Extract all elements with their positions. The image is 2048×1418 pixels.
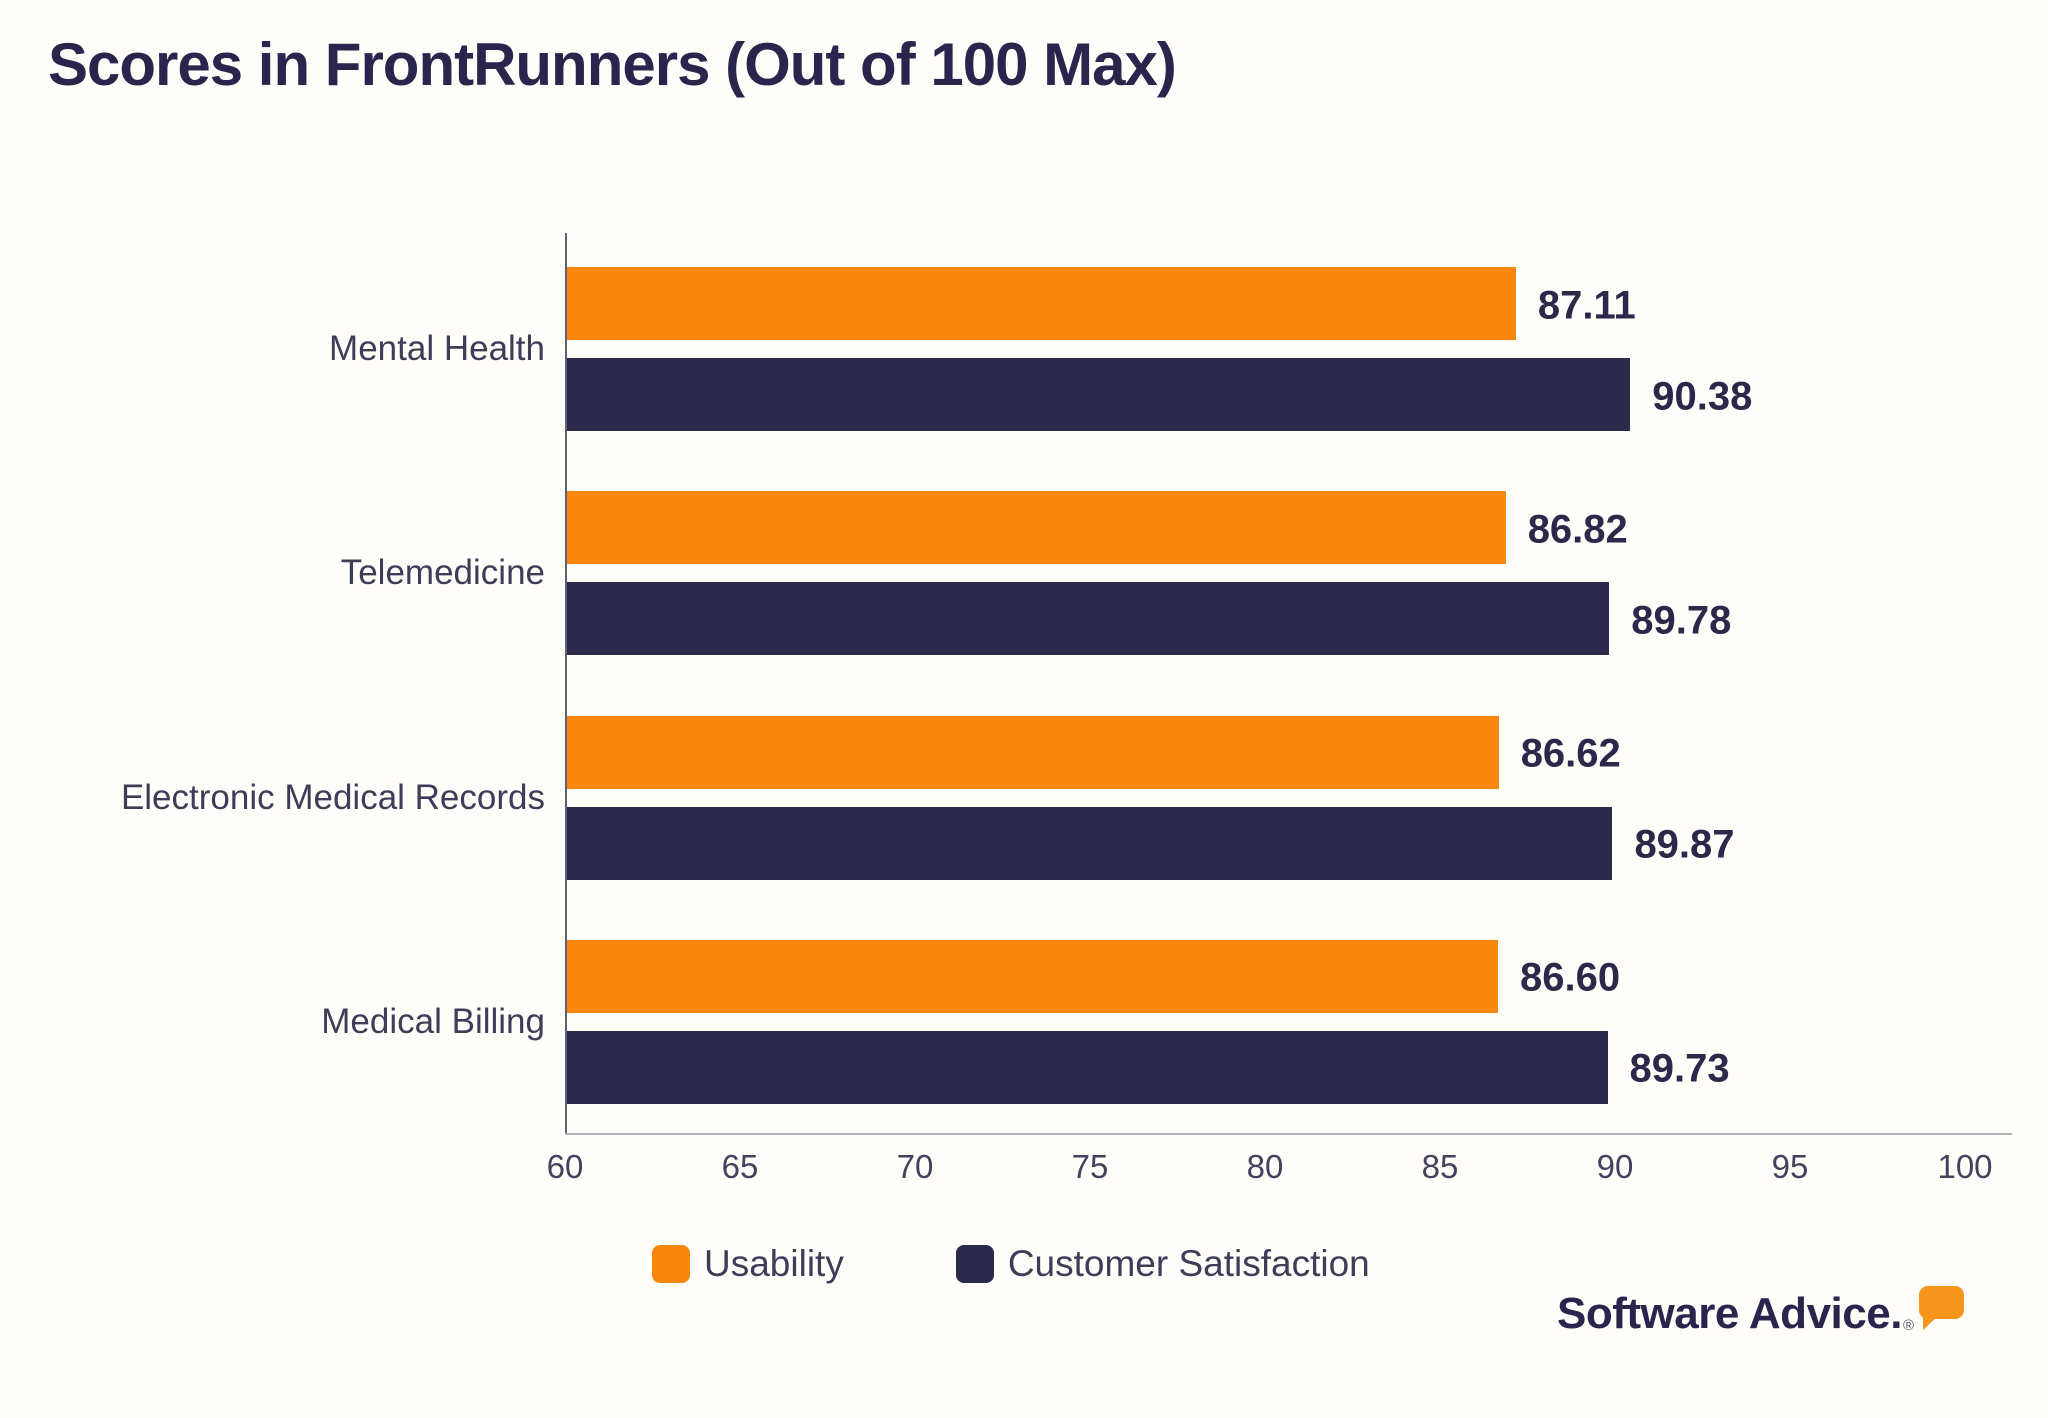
x-tick-100: 100 <box>1937 1148 1993 1185</box>
bar-usability-medical-billing <box>567 939 1498 1013</box>
category-label-medical-billing: Medical Billing <box>321 1001 545 1041</box>
chart-legend: Usability Customer Satisfaction <box>652 1243 1370 1285</box>
registered-trademark-symbol: ® <box>1902 1317 1914 1334</box>
y-axis-line <box>565 233 567 1135</box>
value-label-usability-mental-health: 87.11 <box>1537 283 1636 327</box>
logo-text: Software Advice. <box>1557 1289 1902 1338</box>
value-label-usability-medical-billing: 86.60 <box>1520 955 1621 1000</box>
bar-customer-satisfaction-mental-health <box>567 358 1631 431</box>
category-label-electronic-medical-records: Electronic Medical Records <box>120 777 545 817</box>
value-label-usability-electronic-medical-records: 86.62 <box>1520 731 1621 776</box>
legend-swatch-customer-satisfaction <box>955 1245 994 1283</box>
value-label-customer-satisfaction-mental-health: 90.38 <box>1652 374 1753 418</box>
bar-customer-satisfaction-medical-billing <box>567 1030 1608 1104</box>
bar-usability-telemedicine <box>567 491 1506 565</box>
legend-swatch-usability <box>652 1245 690 1283</box>
value-label-customer-satisfaction-electronic-medical-records: 89.87 <box>1634 822 1735 867</box>
speech-bubble-icon <box>1919 1286 1964 1330</box>
bar-usability-electronic-medical-records <box>567 715 1499 789</box>
x-tick-75: 75 <box>1071 1148 1109 1185</box>
x-tick-85: 85 <box>1421 1148 1459 1185</box>
x-tick-70: 70 <box>896 1148 934 1185</box>
value-label-usability-telemedicine: 86.82 <box>1527 507 1628 552</box>
x-tick-65: 65 <box>721 1148 759 1185</box>
x-tick-60: 60 <box>546 1148 584 1185</box>
legend-item-usability: Usability <box>652 1243 844 1285</box>
value-label-customer-satisfaction-medical-billing: 89.73 <box>1629 1046 1730 1091</box>
chart-title: Scores in FrontRunners (Out of 100 Max) <box>48 31 1177 98</box>
category-label-telemedicine: Telemedicine <box>340 553 545 593</box>
software-advice-logo: Software Advice. ® <box>1557 1286 1966 1340</box>
bar-customer-satisfaction-telemedicine <box>567 582 1610 656</box>
legend-item-customer-satisfaction: Customer Satisfaction <box>955 1243 1370 1285</box>
legend-label-usability: Usability <box>704 1243 844 1284</box>
bar-customer-satisfaction-electronic-medical-records <box>567 806 1613 880</box>
x-tick-95: 95 <box>1771 1148 1809 1185</box>
x-axis-line <box>565 1133 2012 1135</box>
bar-usability-mental-health <box>567 267 1516 340</box>
legend-label-customer-satisfaction: Customer Satisfaction <box>1007 1243 1370 1284</box>
x-tick-90: 90 <box>1596 1148 1634 1185</box>
value-label-customer-satisfaction-telemedicine: 89.78 <box>1631 598 1732 643</box>
x-tick-80: 80 <box>1246 1148 1284 1185</box>
category-label-mental-health: Mental Health <box>329 329 545 368</box>
